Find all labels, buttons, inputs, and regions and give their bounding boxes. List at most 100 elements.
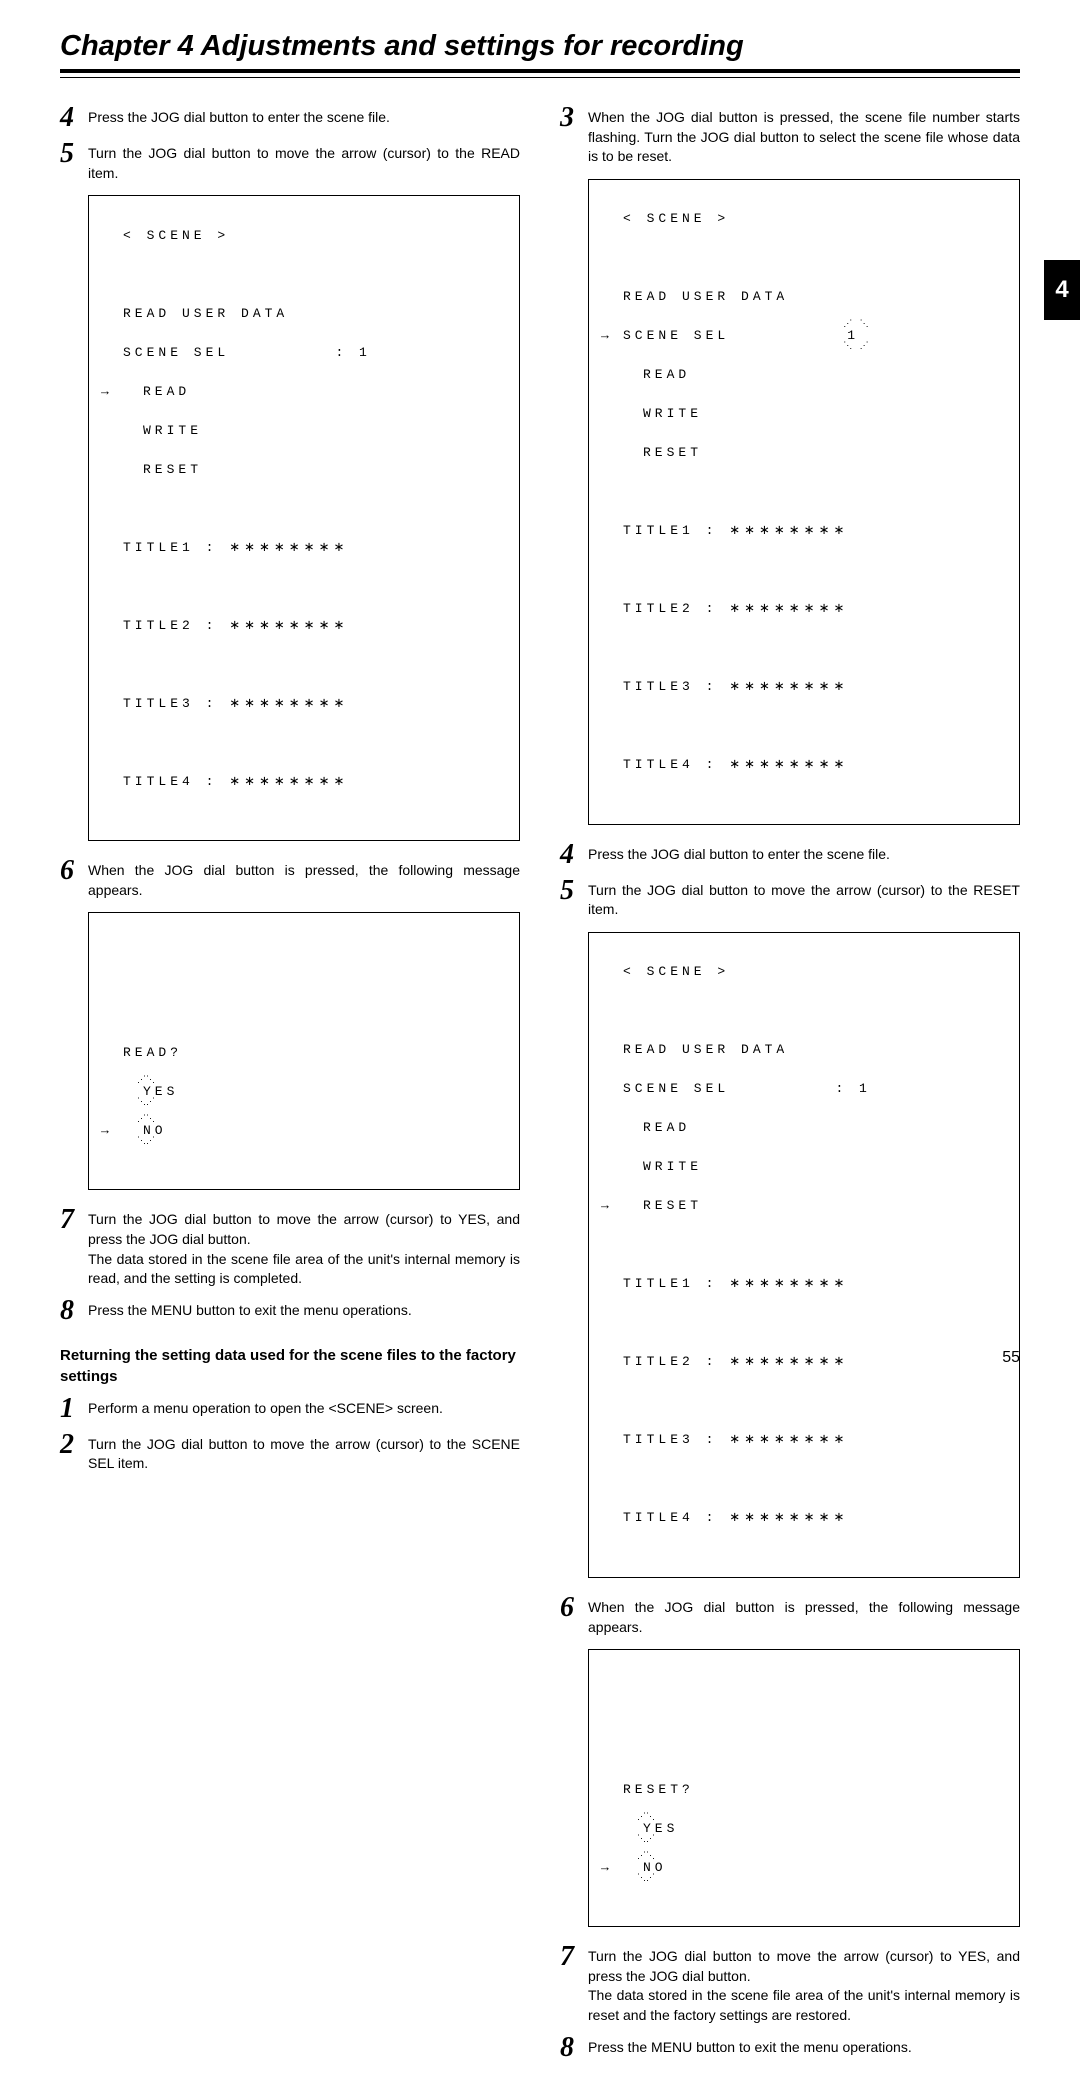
screen-title-line: TITLE4 : ∗∗∗∗∗∗∗∗ bbox=[603, 1508, 1005, 1528]
yes-option: YES bbox=[643, 1819, 678, 1839]
screen-line: RESET bbox=[603, 443, 1005, 463]
scene-sel-value: : 1 bbox=[835, 1081, 870, 1096]
step-text-line1: Turn the JOG dial button to move the arr… bbox=[588, 1948, 1020, 1984]
step-text: Press the MENU button to exit the menu o… bbox=[588, 2038, 1020, 2058]
screen-title-line: TITLE4 : ∗∗∗∗∗∗∗∗ bbox=[103, 772, 505, 792]
divider bbox=[60, 69, 1020, 78]
subheading-factory-reset: Returning the setting data used for the … bbox=[60, 1345, 520, 1387]
screen-header: < SCENE > bbox=[103, 226, 505, 246]
step-text: When the JOG dial button is pressed, the… bbox=[588, 1598, 1020, 1637]
screen-title-line: TITLE1 : ∗∗∗∗∗∗∗∗ bbox=[103, 538, 505, 558]
screen-line-cursor: SCENE SEL 1 bbox=[603, 326, 1005, 346]
screen-line: RESET? bbox=[603, 1780, 1005, 1800]
step-4-right: 4 Press the JOG dial button to enter the… bbox=[560, 845, 1020, 869]
screen-line: WRITE bbox=[103, 421, 505, 441]
step-number: 5 bbox=[60, 140, 88, 168]
chapter-tab: 4 bbox=[1044, 260, 1080, 320]
step-text-line1: Turn the JOG dial button to move the arr… bbox=[88, 1211, 520, 1247]
right-column: 3 When the JOG dial button is pressed, t… bbox=[560, 108, 1020, 2074]
step-8-right: 8 Press the MENU button to exit the menu… bbox=[560, 2038, 1020, 2062]
reset-step-2: 2 Turn the JOG dial button to move the a… bbox=[60, 1435, 520, 1474]
screen-header: < SCENE > bbox=[603, 962, 1005, 982]
screen-line: WRITE bbox=[603, 1157, 1005, 1177]
step-5-left: 5 Turn the JOG dial button to move the a… bbox=[60, 144, 520, 183]
step-number: 7 bbox=[60, 1206, 88, 1234]
screen-line-cursor: READ bbox=[103, 382, 505, 402]
screen-title-line: TITLE3 : ∗∗∗∗∗∗∗∗ bbox=[603, 677, 1005, 697]
scene-screen-read: < SCENE > READ USER DATA SCENE SEL : 1 R… bbox=[88, 195, 520, 841]
scene-sel-value-blinking: 1 bbox=[847, 326, 859, 346]
step-number: 4 bbox=[560, 841, 588, 869]
screen-line: READ bbox=[603, 365, 1005, 385]
step-6-left: 6 When the JOG dial button is pressed, t… bbox=[60, 861, 520, 900]
screen-title-line: TITLE2 : ∗∗∗∗∗∗∗∗ bbox=[603, 599, 1005, 619]
screen-title-line: TITLE2 : ∗∗∗∗∗∗∗∗ bbox=[603, 1352, 1005, 1372]
screen-line-cursor: NO bbox=[603, 1858, 1005, 1878]
step-number: 8 bbox=[60, 1297, 88, 1325]
screen-line-cursor: RESET bbox=[603, 1196, 1005, 1216]
screen-line: RESET bbox=[103, 460, 505, 480]
reset-confirm-screen: RESET? YES NO bbox=[588, 1649, 1020, 1927]
step-number: 7 bbox=[560, 1943, 588, 1971]
screen-line: WRITE bbox=[603, 404, 1005, 424]
step-8-left: 8 Press the MENU button to exit the menu… bbox=[60, 1301, 520, 1325]
step-text: Turn the JOG dial button to move the arr… bbox=[88, 1210, 520, 1288]
step-number: 4 bbox=[60, 104, 88, 132]
step-number: 6 bbox=[560, 1594, 588, 1622]
screen-title-line: TITLE3 : ∗∗∗∗∗∗∗∗ bbox=[603, 1430, 1005, 1450]
screen-line: YES bbox=[603, 1819, 1005, 1839]
no-option-blinking: NO bbox=[643, 1858, 667, 1878]
step-4-left: 4 Press the JOG dial button to enter the… bbox=[60, 108, 520, 132]
scene-sel-label: SCENE SEL bbox=[623, 328, 729, 343]
screen-header: < SCENE > bbox=[603, 209, 1005, 229]
step-7-left: 7 Turn the JOG dial button to move the a… bbox=[60, 1210, 520, 1288]
yes-option: YES bbox=[143, 1082, 178, 1102]
scene-sel-value: : 1 bbox=[335, 345, 370, 360]
step-number: 8 bbox=[560, 2034, 588, 2062]
screen-title-line: TITLE1 : ∗∗∗∗∗∗∗∗ bbox=[603, 1274, 1005, 1294]
screen-title-line: TITLE2 : ∗∗∗∗∗∗∗∗ bbox=[103, 616, 505, 636]
screen-line: READ USER DATA bbox=[103, 304, 505, 324]
scene-sel-label: SCENE SEL bbox=[623, 1081, 729, 1096]
step-number: 6 bbox=[60, 857, 88, 885]
step-number: 3 bbox=[560, 104, 588, 132]
step-text-line2: The data stored in the scene file area o… bbox=[588, 1987, 1020, 2023]
step-text: When the JOG dial button is pressed, the… bbox=[88, 861, 520, 900]
screen-line-cursor: NO bbox=[103, 1121, 505, 1141]
screen-line: SCENE SEL : 1 bbox=[103, 343, 505, 363]
read-confirm-screen: READ? YES NO bbox=[88, 912, 520, 1190]
step-text: Press the JOG dial button to enter the s… bbox=[88, 108, 520, 128]
step-text: Perform a menu operation to open the <SC… bbox=[88, 1399, 520, 1419]
step-text: Turn the JOG dial button to move the arr… bbox=[588, 1947, 1020, 2025]
screen-line: YES bbox=[103, 1082, 505, 1102]
step-text: Turn the JOG dial button to move the arr… bbox=[88, 144, 520, 183]
step-text: When the JOG dial button is pressed, the… bbox=[588, 108, 1020, 167]
step-number: 1 bbox=[60, 1395, 88, 1423]
step-number: 2 bbox=[60, 1431, 88, 1459]
step-text: Press the MENU button to exit the menu o… bbox=[88, 1301, 520, 1321]
screen-line: READ USER DATA bbox=[603, 1040, 1005, 1060]
screen-line: READ USER DATA bbox=[603, 287, 1005, 307]
screen-title-line: TITLE4 : ∗∗∗∗∗∗∗∗ bbox=[603, 755, 1005, 775]
step-6-right: 6 When the JOG dial button is pressed, t… bbox=[560, 1598, 1020, 1637]
reset-step-1: 1 Perform a menu operation to open the <… bbox=[60, 1399, 520, 1423]
step-text: Press the JOG dial button to enter the s… bbox=[588, 845, 1020, 865]
step-3-right: 3 When the JOG dial button is pressed, t… bbox=[560, 108, 1020, 167]
screen-title-line: TITLE3 : ∗∗∗∗∗∗∗∗ bbox=[103, 694, 505, 714]
screen-line: SCENE SEL : 1 bbox=[603, 1079, 1005, 1099]
scene-screen-reset: < SCENE > READ USER DATA SCENE SEL : 1 R… bbox=[588, 932, 1020, 1578]
screen-line: READ bbox=[603, 1118, 1005, 1138]
screen-line: READ? bbox=[103, 1043, 505, 1063]
step-text-line2: The data stored in the scene file area o… bbox=[88, 1251, 520, 1287]
chapter-title: Chapter 4 Adjustments and settings for r… bbox=[60, 30, 1020, 63]
step-text: Turn the JOG dial button to move the arr… bbox=[88, 1435, 520, 1474]
step-number: 5 bbox=[560, 877, 588, 905]
step-7-right: 7 Turn the JOG dial button to move the a… bbox=[560, 1947, 1020, 2025]
scene-screen-sel-blink: < SCENE > READ USER DATA SCENE SEL 1 REA… bbox=[588, 179, 1020, 825]
step-5-right: 5 Turn the JOG dial button to move the a… bbox=[560, 881, 1020, 920]
page-number: 55 bbox=[1002, 1349, 1020, 1367]
step-text: Turn the JOG dial button to move the arr… bbox=[588, 881, 1020, 920]
scene-sel-label: SCENE SEL bbox=[123, 345, 229, 360]
screen-title-line: TITLE1 : ∗∗∗∗∗∗∗∗ bbox=[603, 521, 1005, 541]
no-option-blinking: NO bbox=[143, 1121, 167, 1141]
